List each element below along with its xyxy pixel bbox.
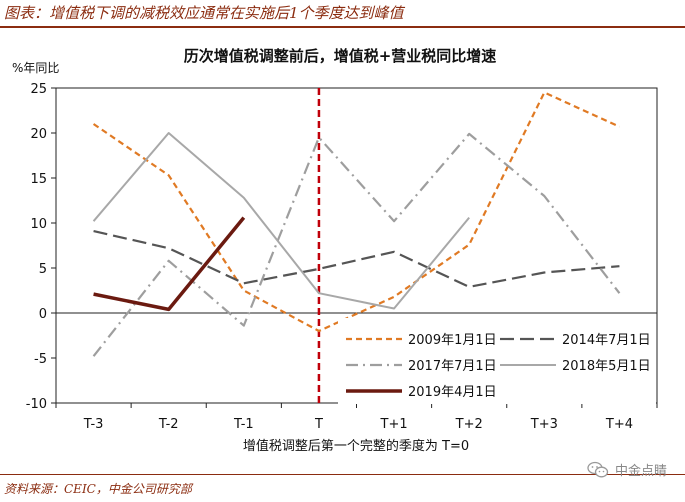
watermark: 中金点睛 bbox=[587, 460, 667, 479]
watermark-text: 中金点睛 bbox=[614, 464, 667, 479]
series-line-2 bbox=[92, 132, 621, 357]
chart-title: 历次增值税调整前后，增值税+营业税同比增速 bbox=[184, 47, 497, 65]
y-tick-label: 10 bbox=[30, 217, 47, 232]
x-tick-label: T+3 bbox=[530, 417, 558, 432]
legend-label-0: 2009年1月1日 bbox=[408, 333, 497, 348]
wechat-icon bbox=[587, 461, 609, 477]
y-tick-label: -5 bbox=[34, 352, 47, 367]
x-tick-label: T+4 bbox=[605, 417, 633, 432]
series-line-4 bbox=[93, 216, 246, 312]
series-line-0 bbox=[92, 91, 620, 333]
x-tick-label: T+2 bbox=[455, 417, 483, 432]
x-tick-label: T+1 bbox=[380, 417, 408, 432]
series-line-1 bbox=[93, 230, 620, 288]
x-axis-label: 增值税调整后第一个完整的季度为 T=0 bbox=[243, 438, 469, 454]
y-tick-label: -10 bbox=[26, 397, 47, 412]
y-tick-label: 5 bbox=[39, 262, 47, 277]
legend-label-4: 2019年4月1日 bbox=[408, 385, 497, 400]
y-axis-label: %年同比 bbox=[12, 61, 59, 75]
figure-caption: 图表：增值税下调的减税效应通常在实施后1个季度达到峰值 bbox=[4, 4, 404, 22]
x-tick-label: T bbox=[314, 417, 323, 432]
y-tick-label: 15 bbox=[30, 172, 47, 187]
footer-divider bbox=[0, 474, 685, 475]
x-tick-label: T-3 bbox=[83, 417, 104, 432]
x-tick-label: T-2 bbox=[158, 417, 179, 432]
header-divider bbox=[0, 26, 685, 28]
y-tick-label: 20 bbox=[30, 127, 47, 142]
y-tick-label: 0 bbox=[39, 307, 47, 322]
legend-label-3: 2018年5月1日 bbox=[562, 359, 651, 374]
legend-label-1: 2014年7月1日 bbox=[562, 333, 651, 348]
source-note: 资料来源：CEIC，中金公司研究部 bbox=[4, 482, 192, 496]
series-line-3 bbox=[92, 132, 470, 310]
x-tick-label: T-1 bbox=[233, 417, 254, 432]
y-tick-label: 25 bbox=[30, 82, 47, 97]
legend-label-2: 2017年7月1日 bbox=[408, 359, 497, 374]
figure-header: 图表：增值税下调的减税效应通常在实施后1个季度达到峰值 bbox=[0, 0, 685, 26]
